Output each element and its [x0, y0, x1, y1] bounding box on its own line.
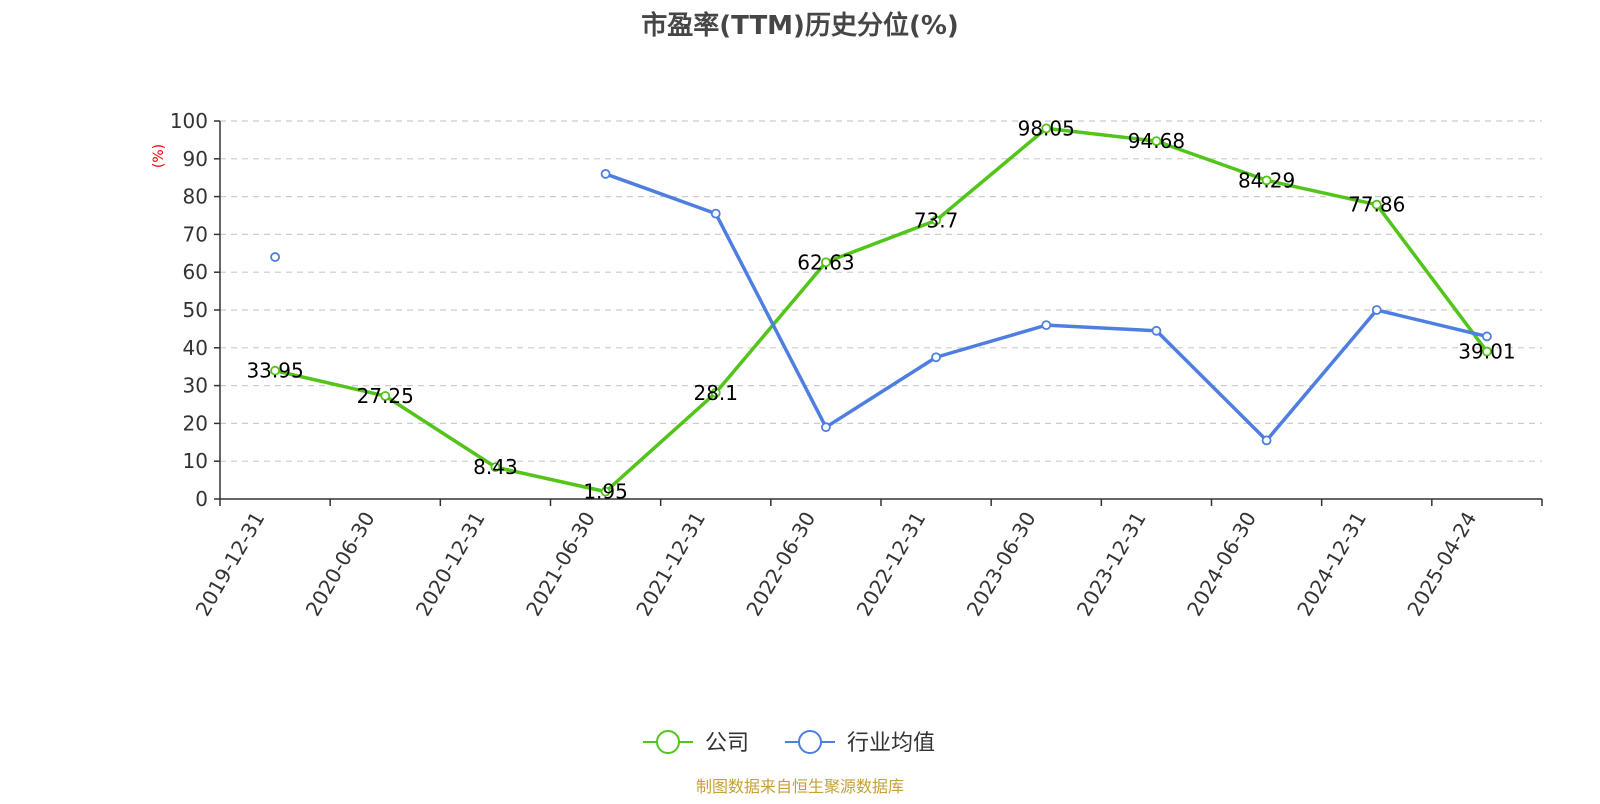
grid-lines — [220, 120, 1542, 462]
data-point — [1482, 346, 1492, 357]
legend-marker-icon — [798, 730, 822, 754]
data-label: 62.63 — [797, 250, 854, 274]
y-tick-label: 60 — [183, 260, 208, 284]
data-label: 27.25 — [357, 384, 414, 408]
data-label: 73.7 — [914, 208, 959, 232]
x-tick-label: 2024-06-30 — [1182, 508, 1261, 621]
y-axis-label: (%) — [151, 144, 167, 168]
chart-title: 市盈率(TTM)历史分位(%) — [641, 10, 959, 41]
data-label: 1.95 — [583, 480, 628, 504]
data-label: 33.95 — [246, 359, 303, 383]
data-point — [380, 391, 391, 401]
data-point — [821, 257, 831, 268]
data-point — [270, 365, 280, 376]
y-tick-label: 70 — [183, 222, 208, 246]
data-label: 94.68 — [1128, 129, 1185, 153]
data-point — [1371, 305, 1382, 315]
data-label: 98.05 — [1018, 116, 1075, 140]
y-tick-label: 10 — [183, 449, 208, 473]
y-tick-label: 80 — [183, 185, 208, 209]
legend: 公司 行业均值 — [643, 730, 935, 756]
data-point — [1261, 175, 1272, 186]
data-label: 39.01 — [1458, 340, 1515, 364]
y-tick-label: 30 — [183, 374, 208, 398]
y-tick-label: 20 — [183, 411, 208, 435]
data-label: 84.29 — [1238, 168, 1295, 192]
legend-marker-icon — [656, 730, 680, 754]
legend-item-1: 行业均值 — [785, 730, 935, 756]
data-point — [1482, 331, 1492, 342]
data-point — [600, 169, 611, 179]
x-tick-label: 2023-12-31 — [1072, 508, 1151, 621]
series-0 — [270, 123, 1492, 497]
x-tick-label: 2019-12-31 — [191, 508, 270, 621]
y-tick-label: 50 — [183, 298, 208, 322]
data-labels: 33.95 27.25 8.43 1.95 28.1 62.63 73.7 98.05 94.6… — [246, 116, 1515, 503]
series-layer — [270, 123, 1492, 497]
y-tick-label: 0 — [195, 487, 208, 511]
data-point — [931, 352, 941, 363]
x-tick-label: 2022-06-30 — [741, 508, 820, 621]
data-point — [821, 422, 831, 433]
legend-label: 公司 — [705, 731, 749, 756]
data-point — [1371, 199, 1382, 210]
x-tick-label: 2022-12-31 — [852, 508, 931, 621]
x-tick-label: 2020-06-30 — [301, 508, 380, 621]
x-tick-label: 2024-12-31 — [1292, 508, 1371, 621]
source-note: 制图数据来自恒生聚源数据库 — [696, 777, 904, 796]
y-tick-label: 90 — [183, 147, 208, 171]
data-point — [931, 215, 941, 226]
data-point — [1041, 123, 1052, 134]
data-point — [1261, 435, 1272, 446]
x-tick-label: 2021-06-30 — [521, 508, 600, 621]
data-label: 77.86 — [1348, 193, 1405, 217]
series-1 — [270, 169, 1492, 446]
data-point — [270, 252, 280, 262]
legend-item-0: 公司 — [643, 730, 749, 756]
legend-label: 行业均值 — [847, 731, 935, 756]
data-point — [1151, 136, 1162, 147]
y-tick-label: 100 — [170, 109, 208, 133]
data-point — [490, 462, 501, 473]
data-point — [600, 486, 611, 497]
data-point — [1041, 320, 1052, 331]
x-tick-label: 2023-06-30 — [962, 508, 1041, 621]
data-label: 28.1 — [693, 381, 738, 405]
data-label: 8.43 — [473, 455, 518, 479]
x-tick-label: 2025-04-24 — [1402, 508, 1481, 621]
x-tick-label: 2021-12-31 — [631, 508, 710, 621]
y-tick-label: 40 — [183, 336, 208, 360]
data-point — [710, 387, 721, 398]
data-point — [710, 208, 721, 219]
x-tick-label: 2020-12-31 — [411, 508, 490, 621]
axes: 0 10 20 30 40 50 60 70 80 90 100 2019-12-31 2020-06-… — [170, 109, 1543, 621]
series-line — [273, 126, 1489, 494]
data-point — [1151, 325, 1162, 336]
